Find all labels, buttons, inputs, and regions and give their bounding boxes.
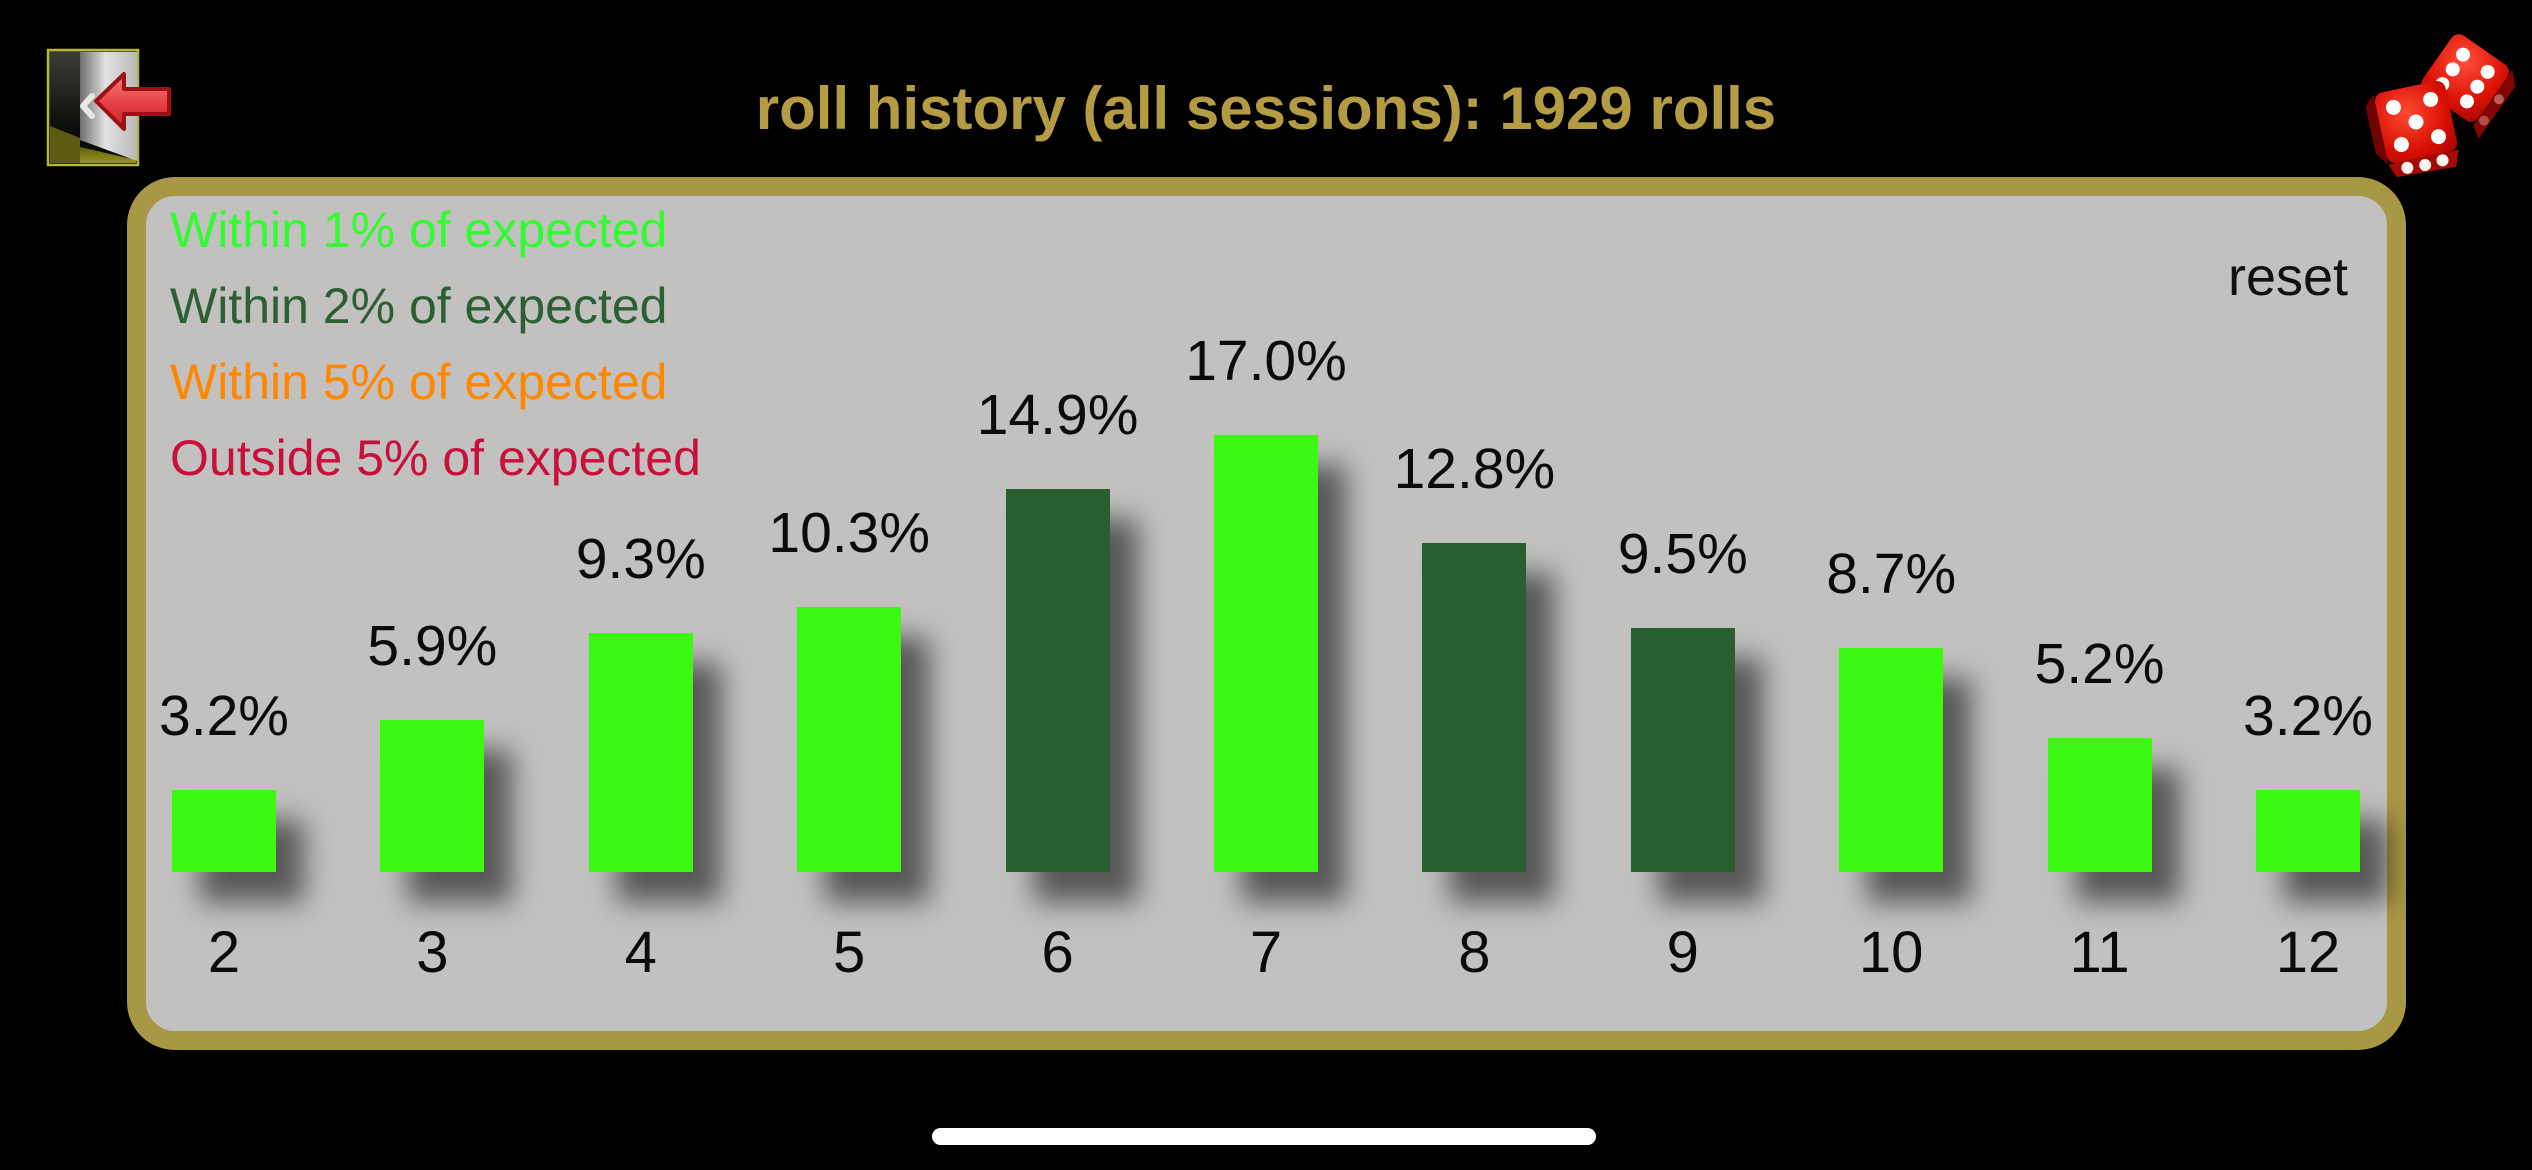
value-label-9: 9.5%	[1617, 522, 1748, 586]
axis-label-7: 7	[1249, 920, 1283, 985]
page-title: roll history (all sessions): 1929 rolls	[755, 75, 1777, 142]
legend-item-4: Outside 5% of expected	[170, 430, 701, 486]
bar-10	[1839, 648, 1944, 872]
bar-2	[172, 790, 276, 872]
bar-11	[2047, 738, 2152, 872]
axis-label-9: 9	[1666, 920, 1699, 985]
bar-12	[2256, 790, 2360, 872]
bar-5	[797, 607, 902, 872]
value-label-5: 10.3%	[768, 501, 930, 565]
value-label-11: 5.2%	[2034, 632, 2165, 696]
value-label-2: 3.2%	[159, 684, 289, 748]
axis-label-5: 5	[833, 920, 866, 985]
bar-9	[1630, 628, 1735, 872]
value-label-10: 8.7%	[1826, 542, 1957, 606]
axis-label-12: 12	[2275, 920, 2341, 985]
axis-label-2: 2	[207, 920, 241, 985]
value-label-7: 17.0%	[1185, 329, 1347, 393]
reset-button[interactable]: reset	[2208, 246, 2368, 308]
bar-3	[380, 720, 485, 872]
value-label-4: 9.3%	[575, 527, 706, 591]
bar-4	[588, 633, 693, 872]
axis-label-6: 6	[1041, 920, 1074, 985]
axis-label-8: 8	[1458, 920, 1491, 985]
home-indicator[interactable]	[932, 1128, 1596, 1145]
bar-6	[1005, 489, 1110, 872]
value-label-8: 12.8%	[1393, 437, 1556, 501]
axis-label-3: 3	[416, 920, 449, 985]
legend-item-2: Within 2% of expected	[170, 278, 668, 334]
chart-legend: Within 1% of expected Within 2% of expect…	[170, 192, 701, 496]
axis-label-11: 11	[2069, 920, 2130, 985]
bar-8	[1422, 543, 1527, 872]
value-label-3: 5.9%	[367, 614, 498, 678]
door-exit-icon	[46, 48, 171, 167]
value-label-12: 3.2%	[2243, 684, 2373, 748]
legend-item-3: Within 5% of expected	[170, 354, 668, 410]
bar-7	[1214, 435, 1318, 872]
dice-icon	[2352, 18, 2528, 184]
exit-button[interactable]	[46, 48, 172, 168]
axis-label-4: 4	[624, 920, 657, 985]
value-label-6: 14.9%	[976, 383, 1139, 447]
axis-label-10: 10	[1858, 920, 1924, 985]
legend-item-1: Within 1% of expected	[170, 202, 668, 258]
